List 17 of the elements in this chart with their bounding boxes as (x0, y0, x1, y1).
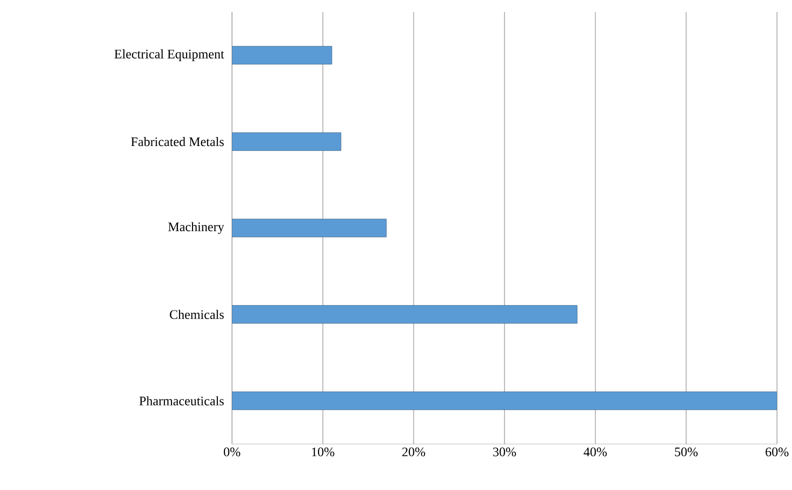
bar (232, 46, 332, 64)
x-tick-label: 60% (766, 448, 788, 456)
x-tick-label: 0% (224, 448, 240, 456)
x-tick-label: 20% (402, 448, 426, 456)
x-tick-label: 50% (675, 448, 698, 456)
x-tick-label: 40% (584, 448, 607, 456)
bar (232, 218, 387, 238)
y-tick-label: Pharmaceuticals (139, 396, 224, 406)
y-tick-label: Fabricated Metals (131, 137, 224, 146)
bar (232, 132, 342, 151)
bar (232, 305, 578, 324)
x-tick-label: 30% (493, 448, 516, 456)
bar (232, 392, 778, 410)
y-tick-label: Electrical Equipment (114, 49, 224, 62)
y-tick-label: Chemicals (170, 310, 224, 319)
x-tick-label: 10% (312, 448, 334, 456)
y-tick-label: Machinery (168, 222, 224, 234)
